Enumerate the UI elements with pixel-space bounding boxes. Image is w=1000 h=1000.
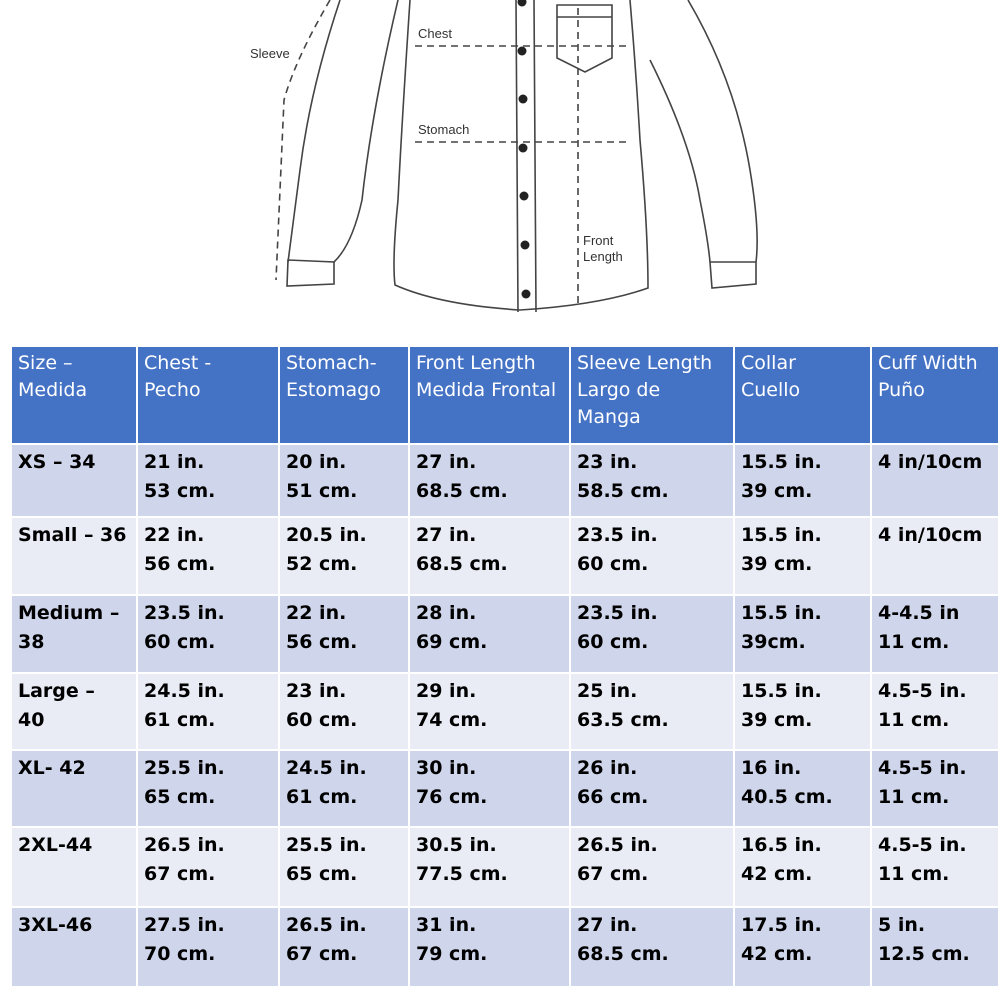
cell-size: Large – 40 [10,672,138,751]
cell-stomach: 23 in. 60 cm. [278,672,410,751]
cell-cuff-width: 5 in. 12.5 cm. [870,906,1000,988]
chest-label: Chest [418,26,452,41]
sleeve-line [275,0,331,281]
cell-collar: 17.5 in. 42 cm. [733,906,872,988]
table-row: XL- 42 25.5 in. 65 cm. 24.5 in. 61 cm. 30 i… [10,749,1000,828]
header-sleeve-length: Sleeve Length Largo de Manga [569,345,735,445]
measurement-lines [275,0,630,308]
cell-cuff-width: 4 in/10cm [870,516,1000,596]
shirt-buttons [517,0,531,299]
cell-front-length: 30.5 in. 77.5 cm. [408,826,571,908]
cell-stomach: 20 in. 51 cm. [278,443,410,518]
cell-front-length: 31 in. 79 cm. [408,906,571,988]
cell-size: Small – 36 [10,516,138,596]
table-row: Small – 36 22 in. 56 cm. 20.5 in. 52 cm. 27… [10,516,1000,596]
cell-chest: 23.5 in. 60 cm. [136,594,280,674]
cell-sleeve-length: 25 in. 63.5 cm. [569,672,735,751]
cell-cuff-width: 4 in/10cm [870,443,1000,518]
table-row: XS – 34 21 in. 53 cm. 20 in. 51 cm. 27 in. … [10,443,1000,518]
cell-chest: 26.5 in. 67 cm. [136,826,280,908]
cell-sleeve-length: 26.5 in. 67 cm. [569,826,735,908]
cell-chest: 27.5 in. 70 cm. [136,906,280,988]
header-collar: Collar Cuello [733,345,872,445]
cell-size: 2XL-44 [10,826,138,908]
cell-front-length: 28 in. 69 cm. [408,594,571,674]
sleeve-label: Sleeve [250,46,290,61]
table-row: Medium – 38 23.5 in. 60 cm. 22 in. 56 cm. 2… [10,594,1000,674]
cell-collar: 16 in. 40.5 cm. [733,749,872,828]
front-length-label-2: Length [583,249,623,264]
size-chart-table: Size – Medida Chest - Pecho Stomach- Est… [10,345,1000,988]
table-row: Large – 40 24.5 in. 61 cm. 23 in. 60 cm. 29… [10,672,1000,751]
header-size: Size – Medida [10,345,138,445]
cell-stomach: 24.5 in. 61 cm. [278,749,410,828]
front-length-label-1: Front [583,233,614,248]
cell-collar: 15.5 in. 39cm. [733,594,872,674]
cell-collar: 16.5 in. 42 cm. [733,826,872,908]
table-header-row: Size – Medida Chest - Pecho Stomach- Est… [10,345,1000,445]
table-row: 2XL-44 26.5 in. 67 cm. 25.5 in. 65 cm. 30.5… [10,826,1000,908]
table-body: XS – 34 21 in. 53 cm. 20 in. 51 cm. 27 in. … [10,443,1000,988]
cell-chest: 24.5 in. 61 cm. [136,672,280,751]
cell-sleeve-length: 26 in. 66 cm. [569,749,735,828]
cell-stomach: 20.5 in. 52 cm. [278,516,410,596]
cell-size: XL- 42 [10,749,138,828]
header-chest: Chest - Pecho [136,345,280,445]
cell-chest: 25.5 in. 65 cm. [136,749,280,828]
header-cuff-width: Cuff Width Puño [870,345,1000,445]
cell-cuff-width: 4.5-5 in. 11 cm. [870,826,1000,908]
table-row: 3XL-46 27.5 in. 70 cm. 26.5 in. 67 cm. 31 i… [10,906,1000,988]
cell-chest: 21 in. 53 cm. [136,443,280,518]
cell-size: XS – 34 [10,443,138,518]
header-stomach: Stomach- Estomago [278,345,410,445]
cell-sleeve-length: 27 in. 68.5 cm. [569,906,735,988]
cell-chest: 22 in. 56 cm. [136,516,280,596]
cell-sleeve-length: 23.5 in. 60 cm. [569,594,735,674]
shirt-outline [286,0,758,313]
cell-size: 3XL-46 [10,906,138,988]
cell-cuff-width: 4.5-5 in. 11 cm. [870,672,1000,751]
cell-cuff-width: 4.5-5 in. 11 cm. [870,749,1000,828]
cell-stomach: 26.5 in. 67 cm. [278,906,410,988]
cell-stomach: 22 in. 56 cm. [278,594,410,674]
cell-sleeve-length: 23 in. 58.5 cm. [569,443,735,518]
cell-size: Medium – 38 [10,594,138,674]
cell-collar: 15.5 in. 39 cm. [733,672,872,751]
cell-sleeve-length: 23.5 in. 60 cm. [569,516,735,596]
cell-collar: 15.5 in. 39 cm. [733,516,872,596]
cell-front-length: 29 in. 74 cm. [408,672,571,751]
cell-collar: 15.5 in. 39 cm. [733,443,872,518]
header-front-length: Front Length Medida Frontal [408,345,571,445]
shirt-measurement-diagram: Sleeve Chest Stomach Front Length [250,0,758,313]
cell-cuff-width: 4-4.5 in 11 cm. [870,594,1000,674]
cell-front-length: 27 in. 68.5 cm. [408,443,571,518]
cell-front-length: 30 in. 76 cm. [408,749,571,828]
cell-front-length: 27 in. 68.5 cm. [408,516,571,596]
cell-stomach: 25.5 in. 65 cm. [278,826,410,908]
stomach-label: Stomach [418,122,469,137]
